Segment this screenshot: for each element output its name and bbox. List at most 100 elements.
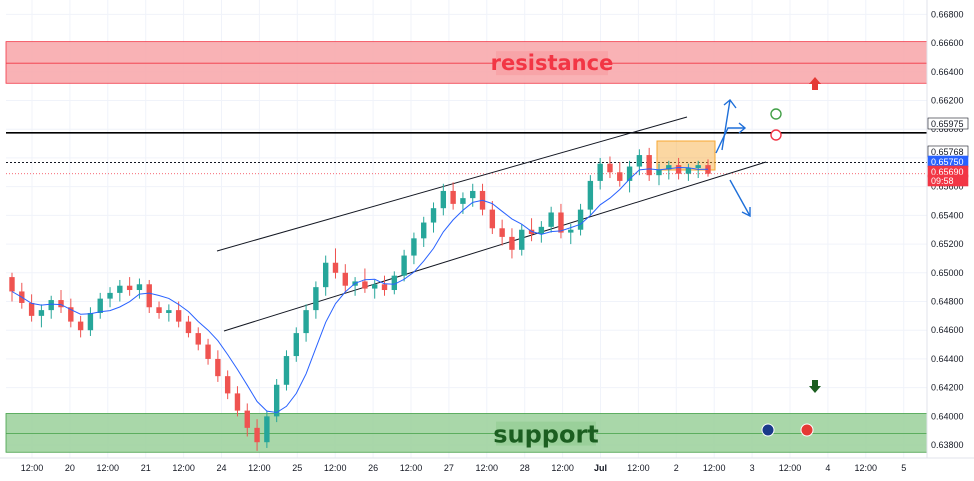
y-tick-label: 0.63800 [931, 440, 964, 450]
candle-body [195, 333, 201, 345]
x-tick-label: 12:00 [324, 463, 347, 473]
x-tick-label: 24 [216, 463, 226, 473]
candle-body [97, 298, 103, 313]
candle-body [372, 284, 378, 289]
x-tick-label: 26 [368, 463, 378, 473]
green-down-arrow-icon [809, 380, 821, 393]
x-tick-label: 28 [520, 463, 530, 473]
candle-body [685, 167, 692, 174]
candle-body [77, 321, 84, 331]
price-tag-label: 0.65975 [931, 119, 964, 129]
candle-body [215, 358, 221, 377]
price-tag-label: 0.65768 [931, 147, 964, 157]
x-tick-label: 12:00 [172, 463, 195, 473]
red-circle-icon [770, 129, 782, 141]
grid [6, 0, 927, 458]
y-tick-label: 0.64000 [931, 411, 964, 421]
y-tick-label: 0.65600 [931, 182, 964, 192]
candle-body [440, 190, 447, 209]
candle-body [636, 155, 643, 167]
candle-body [597, 163, 603, 181]
candle-body [509, 236, 515, 250]
support-label-bg [496, 421, 596, 446]
y-tick-label: 0.64600 [931, 325, 964, 335]
y-tick-label: 0.65200 [931, 239, 964, 249]
candle-body [421, 222, 427, 239]
candle-body [450, 190, 456, 204]
candle-body [391, 275, 398, 291]
green-circle-icon [770, 108, 782, 120]
candle-body [303, 310, 309, 334]
candle-body [28, 302, 35, 316]
candle-body [117, 285, 123, 293]
y-tick-label: 0.65000 [931, 268, 964, 278]
price-tag-bg [927, 174, 969, 187]
x-tick-label: 12:00 [21, 463, 44, 473]
x-tick-label: 12:00 [779, 463, 802, 473]
candle-body [617, 172, 623, 181]
price-tag-label: 09:58 [931, 176, 954, 186]
candle-body [234, 393, 241, 411]
candle-body [489, 209, 496, 229]
y-axis[interactable]: 0.668000.666000.664000.662000.660000.658… [926, 0, 964, 458]
candle-body [499, 228, 505, 237]
y-tick-label: 0.66400 [931, 67, 964, 77]
candle-body [107, 292, 113, 299]
candle-body [519, 229, 525, 250]
candle-body [656, 169, 662, 176]
candle-body [185, 321, 192, 334]
arrow-up-path [721, 99, 731, 151]
candle-body [273, 384, 280, 417]
candle-body [577, 209, 584, 230]
price-tag-label: 0.65750 [931, 157, 964, 167]
arrow-right-head [738, 122, 747, 134]
price-level-lines [6, 132, 927, 175]
candles [9, 147, 711, 451]
candle-body [666, 165, 672, 170]
x-tick-label: 4 [825, 463, 830, 473]
x-tick-label: 12:00 [476, 463, 499, 473]
x-tick-label: Jul [594, 463, 607, 473]
candle-body [695, 165, 701, 168]
candle-body [548, 212, 554, 227]
x-axis[interactable]: 12:00 20 12:00 21 12:00 24 12:00 25 12:00 26 12:00… [0, 457, 974, 473]
event-icons [761, 77, 821, 437]
candle-body [156, 307, 162, 313]
candle-body [460, 198, 466, 204]
candle-body [283, 356, 290, 385]
candle-body [244, 410, 250, 428]
price-tag-label: 0.65690 [931, 167, 964, 177]
candle-body [538, 226, 545, 235]
candle-body [401, 255, 407, 276]
x-tick-label: 2 [674, 463, 679, 473]
candle-body [254, 427, 260, 443]
channel-lower-line [223, 161, 767, 332]
candle-body [470, 190, 476, 199]
price-tag-bg [927, 117, 969, 130]
arrow-right-path [715, 127, 745, 154]
x-tick-label: 5 [901, 463, 906, 473]
candle-body [126, 285, 133, 291]
y-tick-label: 0.66200 [931, 96, 964, 106]
resistance-label-bg [496, 51, 608, 76]
candle-body [558, 212, 564, 233]
y-tick-label: 0.65400 [931, 210, 964, 220]
candle-body [87, 312, 94, 331]
candle-body [68, 307, 74, 322]
support-label: support [493, 421, 599, 449]
candle-body [322, 262, 329, 288]
candle-body [146, 284, 152, 308]
au-flag-icon [761, 423, 775, 437]
candle-body [175, 310, 182, 322]
arrow-down-path [729, 179, 751, 217]
y-tick-label: 0.64400 [931, 354, 964, 364]
candle-body [342, 272, 348, 286]
candle-body [205, 344, 211, 359]
moving-average [11, 166, 709, 414]
candle-body [607, 163, 613, 173]
candle-body [9, 277, 15, 292]
y-tick-label: 0.64800 [931, 297, 964, 307]
projection-arrows [715, 98, 782, 218]
